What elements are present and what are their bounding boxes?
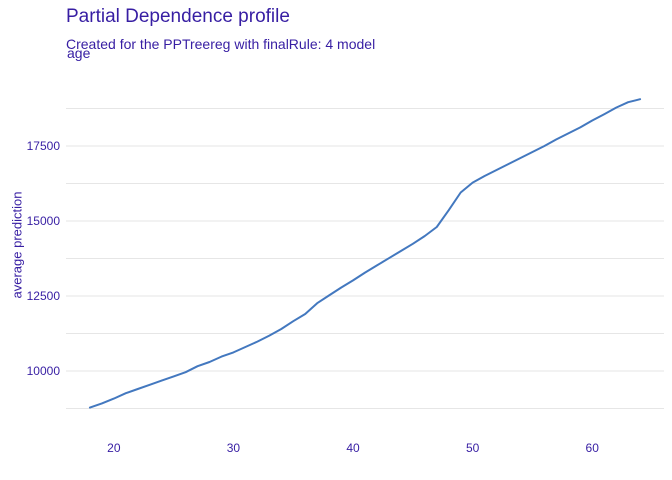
y-tick-label: 10000 — [27, 364, 61, 378]
y-tick-label: 12500 — [27, 289, 61, 303]
series-line — [88, 98, 642, 409]
chart-title: Partial Dependence profile — [66, 6, 290, 27]
chart-subtitle: Created for the PPTreereg with finalRule… — [66, 36, 376, 52]
x-tick-label: 40 — [346, 441, 360, 455]
y-tick-label: 17500 — [27, 139, 61, 153]
y-tick-labels: 10000 12500 15000 17500 — [27, 139, 61, 378]
x-tick-label: 50 — [466, 441, 480, 455]
x-tick-labels: 20 30 40 50 60 — [107, 441, 599, 455]
y-tick-label: 15000 — [27, 214, 61, 228]
panel-label: age — [67, 45, 91, 61]
gridlines — [66, 108, 664, 409]
x-tick-label: 60 — [586, 441, 600, 455]
x-tick-label: 20 — [107, 441, 121, 455]
series-lines — [88, 98, 642, 409]
x-tick-label: 30 — [227, 441, 241, 455]
